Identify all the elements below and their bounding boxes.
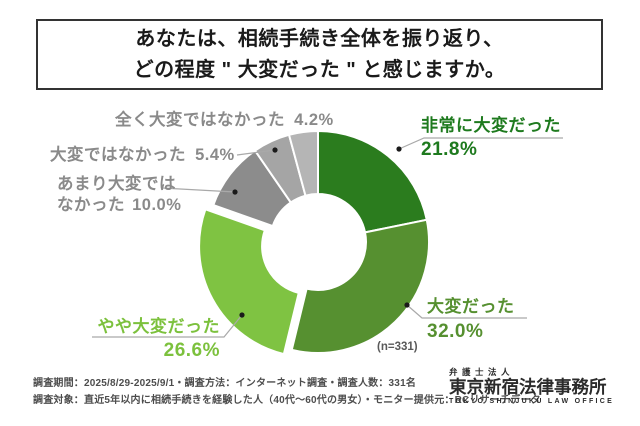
logo-firm-type: 弁護士法人 (449, 367, 515, 377)
label-not-very-hard-text: あまり大変ではなかった (57, 175, 176, 214)
value-not-hard: 5.4% (195, 146, 235, 164)
survey-footnote: 調査期間：2025/8/29-2025/9/1・調査方法：インターネット調査・調… (33, 375, 541, 409)
logo-firm-name: 東京新宿法律事務所 (449, 377, 607, 397)
donut-segment-5 (287, 129, 319, 197)
label-not-hard-at-all-text: 全く大変ではなかった (115, 111, 285, 129)
leader-dot-3 (232, 189, 238, 195)
leader-line-0 (398, 137, 563, 150)
leader-line-3 (161, 187, 236, 193)
leader-dot-1 (404, 302, 410, 308)
survey-footnote-line2: 調査対象：直近5年以内に相続手続きを経験した人（40代～60代の男女）・モニター… (33, 395, 541, 406)
sample-size-label: (n=331) (377, 341, 418, 353)
leader-line-4 (236, 149, 276, 156)
question-title-line1: あなたは、相続手続き全体を振り返り、 (135, 27, 504, 50)
value-not-very-hard: 10.0% (132, 196, 182, 214)
leader-dot-4 (272, 147, 278, 153)
label-not-hard-at-all: 全く大変ではなかった 4.2% (115, 106, 334, 130)
law-office-logo: 弁護士法人 東京新宿法律事務所 TOKYO SHINJUKU LAW OFFIC… (449, 367, 614, 406)
donut-segment-2 (198, 208, 300, 356)
donut-segment-1 (290, 218, 430, 354)
value-hard: 32.0% (427, 321, 484, 342)
donut-segment-0 (317, 129, 428, 234)
label-not-very-hard: あまり大変ではなかった 10.0% (57, 174, 183, 216)
leader-line-1 (406, 304, 527, 319)
label-not-hard: 大変ではなかった 5.4% (50, 141, 235, 165)
value-not-hard-at-all: 4.2% (294, 111, 334, 129)
question-title-box: あなたは、相続手続き全体を振り返り、 どの程度 " 大変だった " と感じますか… (36, 19, 603, 90)
value-somewhat-hard: 26.6% (163, 340, 220, 361)
question-title-line2: どの程度 " 大変だった " と感じますか。 (133, 58, 506, 81)
label-hard: 大変だった (427, 297, 515, 316)
leader-line-2 (92, 314, 243, 338)
leader-dot-2 (239, 312, 245, 318)
survey-footnote-line1: 調査期間：2025/8/29-2025/9/1・調査方法：インターネット調査・調… (33, 378, 417, 389)
logo-firm-name-en: TOKYO SHINJUKU LAW OFFICE (449, 398, 615, 405)
leader-dot-0 (396, 146, 402, 152)
label-not-hard-text: 大変ではなかった (50, 146, 186, 164)
label-very-hard: 非常に大変だった (421, 116, 561, 135)
label-somewhat-hard: やや大変だった (97, 317, 220, 336)
value-very-hard: 21.8% (421, 139, 478, 160)
